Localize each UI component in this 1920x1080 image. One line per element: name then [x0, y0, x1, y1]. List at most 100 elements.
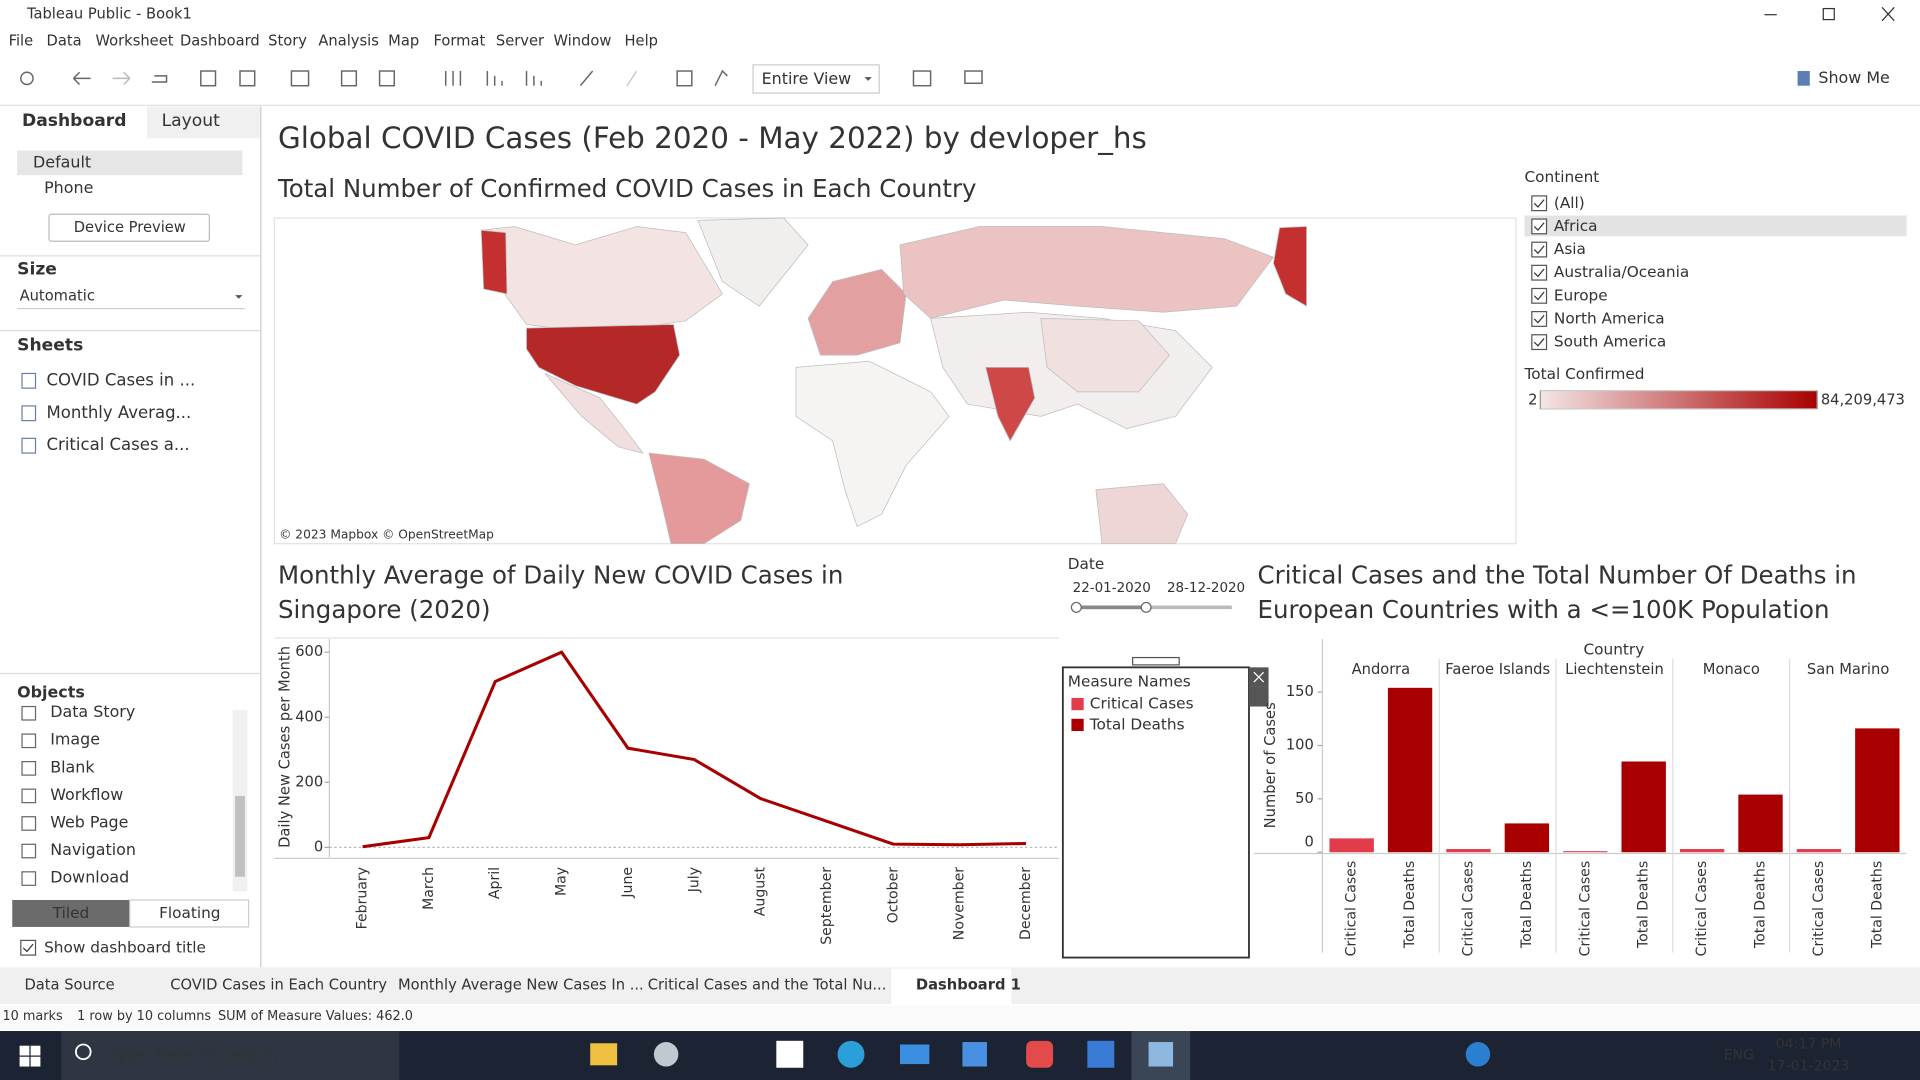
layout-tab-bg[interactable] [146, 106, 261, 139]
slider-handle[interactable] [1070, 601, 1082, 613]
legend-title: Total Confirmed [1523, 365, 1644, 383]
menu-item[interactable]: File [9, 33, 34, 50]
device-preview-button[interactable] [48, 213, 210, 242]
sheet-item[interactable]: Critical Cases a... [47, 435, 190, 454]
checkbox[interactable] [1531, 264, 1548, 281]
dropdown-caret [864, 77, 872, 81]
sheet-icon [21, 405, 37, 422]
menu-item[interactable]: Format [433, 33, 485, 50]
active-tab[interactable] [891, 968, 1012, 1005]
menu-item[interactable]: Window [553, 33, 611, 50]
menu-item[interactable]: Analysis [318, 33, 379, 50]
sheet-icon [21, 437, 37, 454]
checkbox[interactable] [1531, 334, 1548, 351]
device[interactable]: Phone [44, 178, 93, 197]
menu-item[interactable]: Worksheet [96, 33, 174, 50]
sheet-tab[interactable]: COVID Cases in Each Country [170, 977, 387, 994]
object-item[interactable]: Web Page [50, 812, 128, 831]
object-item[interactable]: Workflow [50, 785, 123, 804]
menu-item[interactable]: Server [496, 33, 545, 50]
checkbox[interactable] [1531, 287, 1548, 304]
x-tick-label: May [554, 867, 570, 896]
sheet-tab[interactable]: Monthly Average New Cases In ... [398, 977, 644, 994]
filter-option[interactable]: North America [1554, 309, 1665, 327]
object-item[interactable]: Image [50, 730, 100, 749]
sheet-item[interactable]: Monthly Averag... [47, 403, 192, 422]
menu-button[interactable] [1248, 686, 1269, 707]
y-tick-label: 50 [1295, 790, 1314, 807]
search-placeholder[interactable]: Type here to search [109, 1046, 278, 1066]
section-label: Sheets [17, 335, 83, 355]
menu-item[interactable]: Map [388, 33, 419, 50]
object-icon [21, 733, 37, 749]
layout-mode[interactable]: Floating [159, 904, 220, 922]
chart-title: European Countries with a <=100K Populat… [1258, 595, 1830, 624]
menu-item[interactable]: Help [624, 33, 657, 50]
sidebar-tab[interactable]: Layout [162, 111, 221, 131]
date-label: 28-12-2020 [1167, 581, 1245, 596]
map-title: Total Number of Confirmed COVID Cases in… [277, 174, 977, 203]
object-icon [21, 788, 37, 804]
layout-mode[interactable]: Tiled [52, 904, 90, 922]
drag-handle[interactable] [1132, 656, 1180, 666]
legend-label[interactable]: Total Deaths [1089, 715, 1185, 733]
object-item[interactable]: Data Story [50, 702, 135, 721]
menu-item[interactable]: Data [47, 33, 82, 50]
view-selector[interactable]: Entire View [762, 69, 852, 88]
x-tick-label: Total Deaths [1519, 861, 1535, 949]
sheet-tab[interactable]: Data Source [24, 977, 114, 994]
checkbox[interactable] [1531, 241, 1548, 258]
object-item[interactable]: Download [50, 867, 129, 886]
sheet-tab[interactable]: Critical Cases and the Total Nu... [648, 977, 887, 994]
check [1533, 199, 1545, 208]
map[interactable] [480, 217, 1307, 545]
tiled-button[interactable] [12, 900, 130, 927]
filter-option[interactable]: South America [1554, 333, 1666, 351]
windows-logo[interactable] [19, 1045, 41, 1067]
device-preview[interactable]: Device Preview [74, 219, 186, 236]
filter-option[interactable]: Africa [1554, 217, 1598, 235]
filter-option[interactable]: Australia/Oceania [1554, 263, 1689, 281]
checkbox[interactable] [1531, 218, 1548, 235]
checkbox[interactable] [20, 939, 37, 956]
filter-option[interactable]: Asia [1554, 240, 1586, 258]
window-controls[interactable] [1764, 6, 1895, 22]
y-tick-label: 400 [295, 708, 323, 725]
taskbar-apps[interactable] [590, 1031, 1491, 1080]
slider-handle[interactable] [1140, 601, 1152, 613]
sheet-tab[interactable]: Dashboard 1 [916, 977, 1021, 994]
chart-title: Critical Cases and the Total Number Of D… [1258, 561, 1857, 590]
status-text: 1 row by 10 columns [77, 1009, 211, 1024]
measure-legend-box[interactable] [1061, 666, 1250, 959]
object-item[interactable]: Blank [50, 757, 95, 776]
view-dropdown[interactable] [752, 64, 880, 94]
filter-option[interactable]: (All) [1554, 194, 1585, 212]
device[interactable]: Default [33, 152, 91, 171]
scroll-thumb[interactable] [235, 795, 245, 877]
y-tick-label: 150 [1286, 683, 1314, 700]
floating-button[interactable] [129, 899, 250, 928]
object-item[interactable]: Navigation [50, 840, 136, 859]
sheet-item[interactable]: COVID Cases in ... [47, 370, 196, 389]
selected-device[interactable] [17, 150, 243, 176]
bar [1679, 849, 1725, 853]
menu-item[interactable]: Dashboard [180, 33, 260, 50]
x-tick-label: July [686, 867, 702, 893]
legend-label[interactable]: Critical Cases [1090, 695, 1194, 713]
show-title[interactable]: Show dashboard title [44, 938, 206, 956]
menu-item[interactable]: Story [268, 33, 307, 50]
checkbox[interactable] [1531, 311, 1548, 327]
check [22, 943, 34, 953]
country-header: Andorra [1352, 661, 1411, 678]
filter-option[interactable]: Europe [1554, 286, 1608, 304]
x-tick-label: Total Deaths [1402, 861, 1418, 949]
show-me[interactable]: Show Me [1818, 68, 1890, 87]
checkbox[interactable] [1531, 195, 1548, 212]
status-bar [0, 1005, 1920, 1030]
search-box[interactable] [61, 1031, 400, 1080]
sidebar-tab[interactable]: Dashboard [22, 111, 126, 131]
color-ramp [1539, 390, 1818, 410]
size-value[interactable]: Automatic [20, 287, 95, 304]
toolbar-icons[interactable] [20, 69, 983, 87]
